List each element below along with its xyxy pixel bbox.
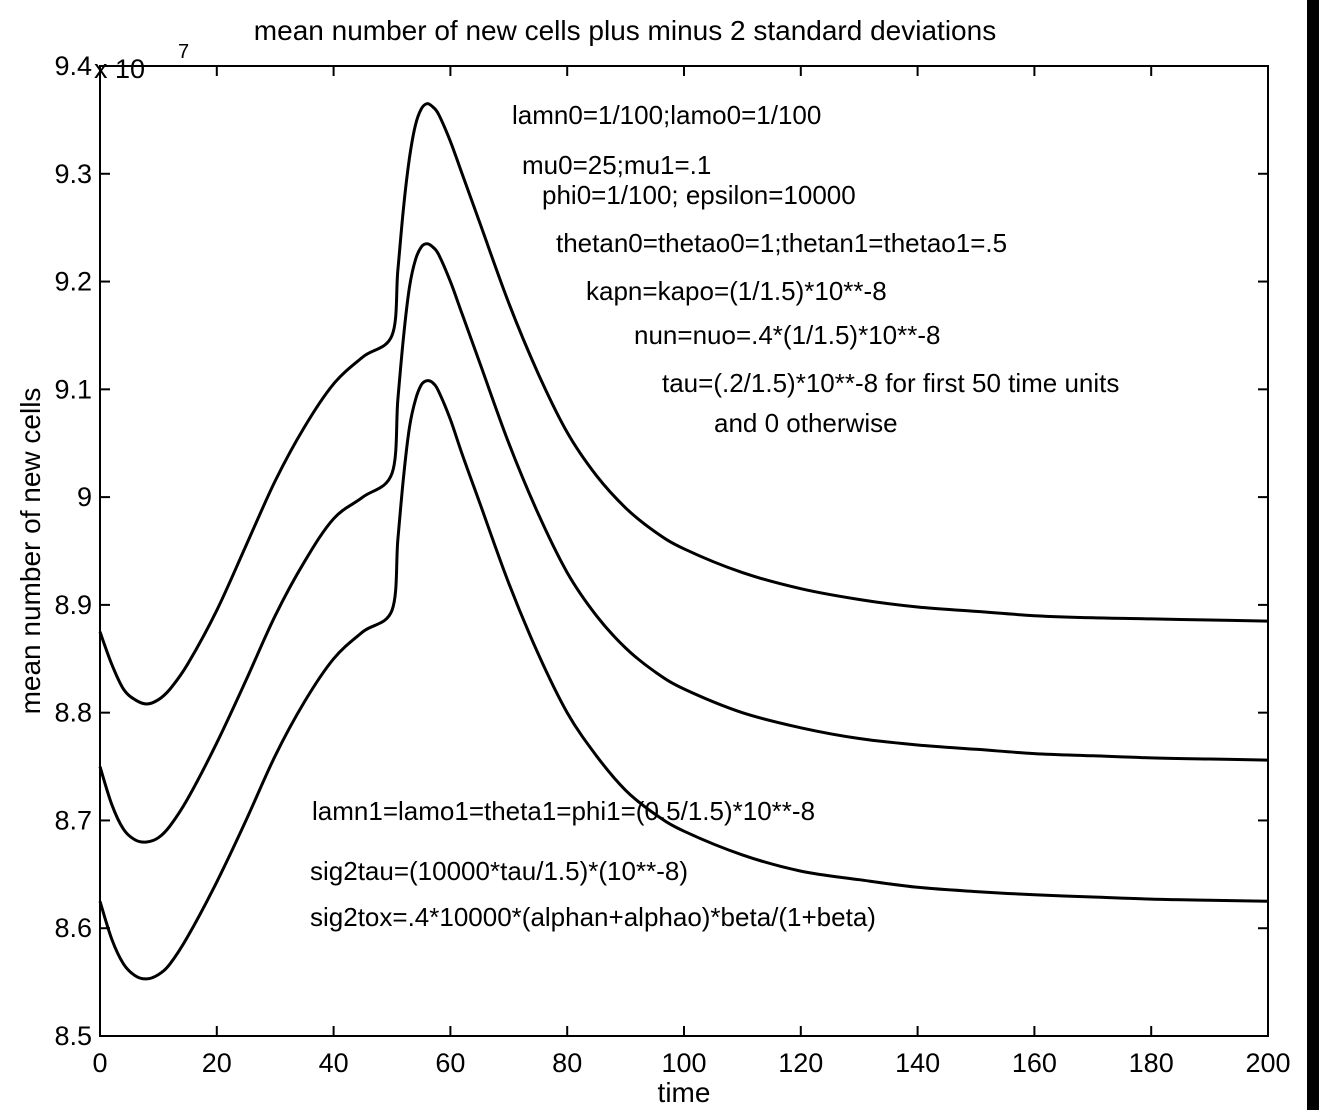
x-tick-label: 20 bbox=[202, 1048, 232, 1078]
y-tick-label: 8.6 bbox=[54, 913, 92, 943]
series-line-mean bbox=[98, 242, 1269, 844]
x-tick-label: 120 bbox=[778, 1048, 823, 1078]
y-axis-label: mean number of new cells bbox=[15, 388, 46, 715]
annotation-mu0: mu0=25;mu1=.1 bbox=[522, 150, 711, 180]
x-tick-label: 100 bbox=[661, 1048, 706, 1078]
annotation-thetan0: thetan0=thetao0=1;thetan1=thetao1=.5 bbox=[556, 228, 1007, 258]
y-multiplier-exponent: 7 bbox=[178, 41, 189, 63]
y-tick-label: 9.1 bbox=[54, 374, 92, 404]
y-tick-label: 8.7 bbox=[54, 805, 92, 835]
annotation-lamn1: lamn1=lamo1=theta1=phi1=(0.5/1.5)*10**-8 bbox=[312, 796, 815, 826]
x-axis-ticks: 0 20 40 60 80 100 120 140 160 180 200 bbox=[92, 66, 1291, 1078]
y-tick-label: 8.5 bbox=[54, 1021, 92, 1051]
x-axis-label: time bbox=[658, 1077, 711, 1108]
y-tick-label: 9.4 bbox=[54, 51, 92, 81]
annotation-nun: nun=nuo=.4*(1/1.5)*10**-8 bbox=[634, 320, 940, 350]
x-tick-label: 180 bbox=[1129, 1048, 1174, 1078]
y-tick-label: 8.8 bbox=[54, 698, 92, 728]
chart-title: mean number of new cells plus minus 2 st… bbox=[254, 15, 996, 46]
annotation-sig2tox: sig2tox=.4*10000*(alphan+alphao)*beta/(1… bbox=[310, 902, 876, 932]
annotation-phi0: phi0=1/100; epsilon=10000 bbox=[542, 180, 856, 210]
scan-edge-bar bbox=[1307, 0, 1319, 1110]
x-tick-label: 40 bbox=[319, 1048, 349, 1078]
x-tick-label: 140 bbox=[895, 1048, 940, 1078]
series-line-upper bbox=[98, 102, 1269, 706]
x-tick-label: 60 bbox=[435, 1048, 465, 1078]
y-tick-label: 9.2 bbox=[54, 267, 92, 297]
series-group bbox=[98, 102, 1269, 981]
annotation-sig2tau: sig2tau=(10000*tau/1.5)*(10**-8) bbox=[310, 856, 688, 886]
x-tick-label: 80 bbox=[552, 1048, 582, 1078]
plot-frame bbox=[99, 65, 1269, 1037]
y-multiplier: x 10 bbox=[94, 54, 145, 84]
annotation-kapn: kapn=kapo=(1/1.5)*10**-8 bbox=[586, 276, 887, 306]
y-axis-ticks: 8.5 8.6 8.7 8.8 8.9 9 9.1 9.2 9.3 9.4 bbox=[54, 51, 1268, 1051]
annotation-tau-otherwise: and 0 otherwise bbox=[714, 408, 898, 438]
x-tick-label: 160 bbox=[1012, 1048, 1057, 1078]
annotation-tau: tau=(.2/1.5)*10**-8 for first 50 time un… bbox=[662, 368, 1119, 398]
y-tick-label: 9.3 bbox=[54, 159, 92, 189]
x-tick-label: 0 bbox=[92, 1048, 107, 1078]
x-tick-label: 200 bbox=[1245, 1048, 1290, 1078]
y-tick-label: 9 bbox=[77, 482, 92, 512]
y-tick-label: 8.9 bbox=[54, 590, 92, 620]
annotation-lamn0: lamn0=1/100;lamo0=1/100 bbox=[512, 100, 821, 130]
series-line-lower bbox=[98, 379, 1269, 981]
